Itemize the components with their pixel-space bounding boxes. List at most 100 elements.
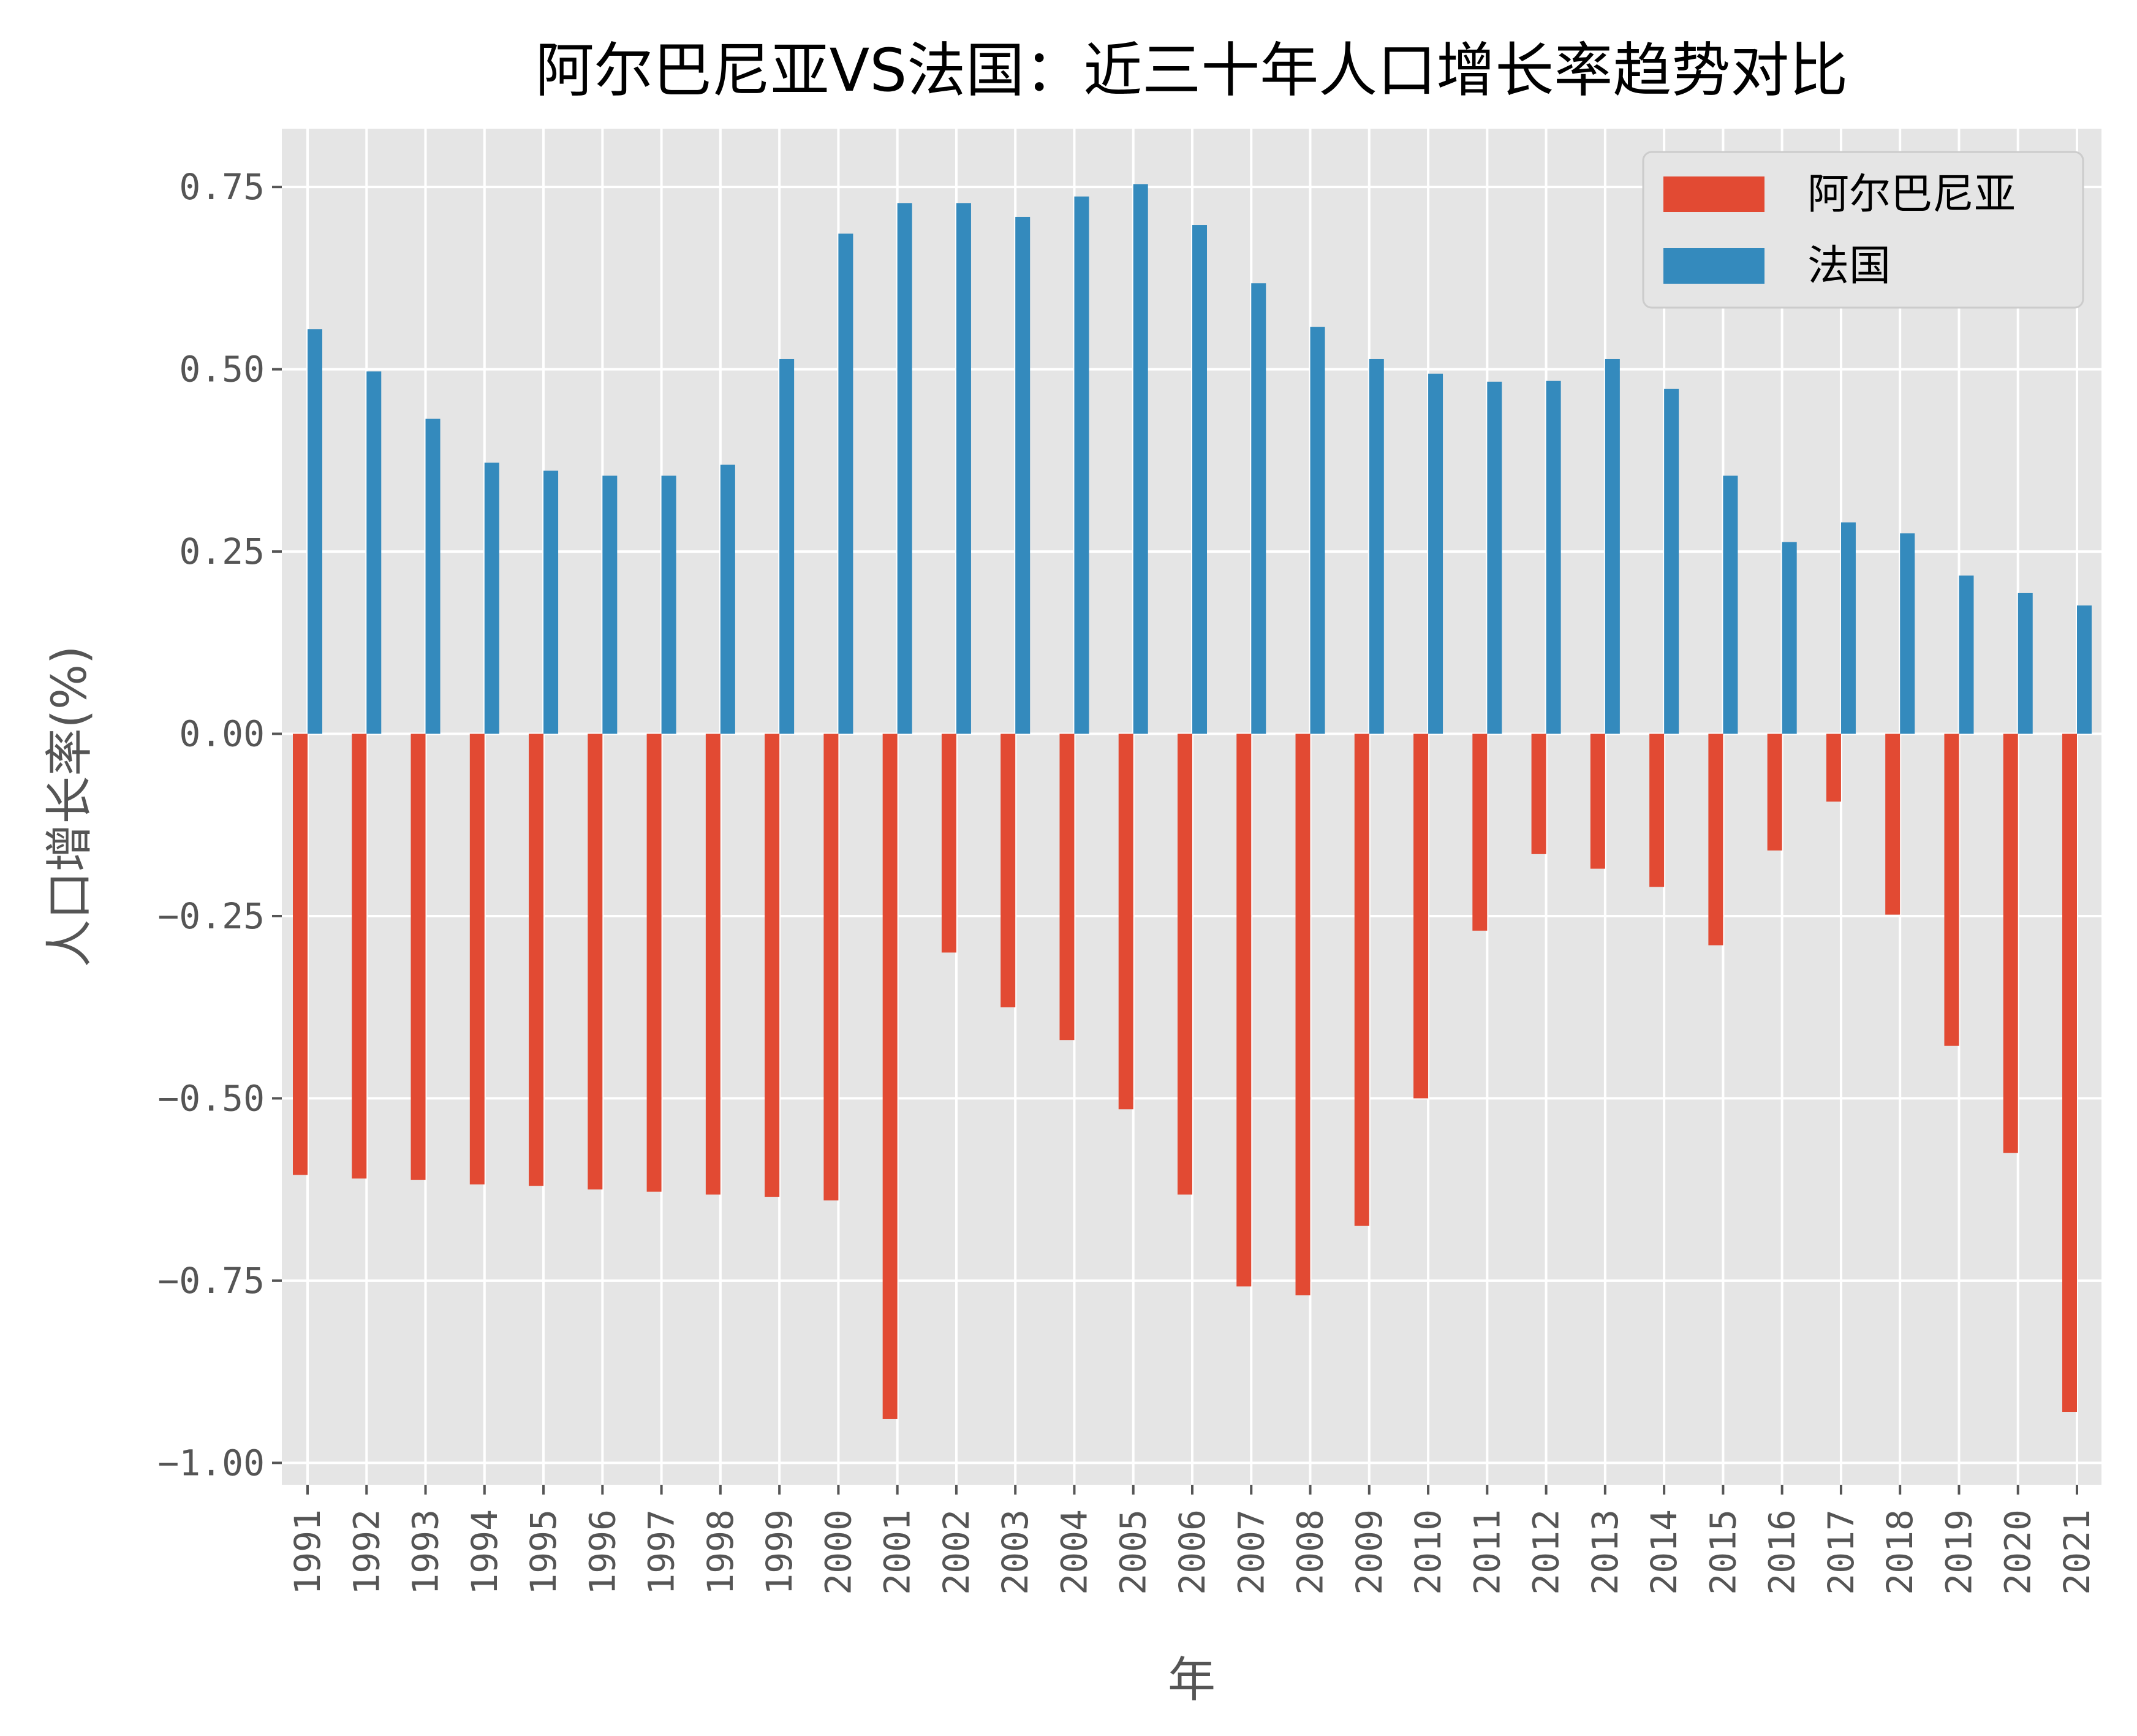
bar-france-1998 — [720, 464, 735, 734]
x-tick-label: 2019 — [1938, 1509, 1980, 1595]
legend-label-albania: 阿尔巴尼亚 — [1807, 170, 2016, 219]
bar-france-2007 — [1251, 283, 1266, 734]
bar-france-1997 — [661, 476, 676, 734]
bar-albania-2020 — [2003, 733, 2018, 1153]
bar-albania-2018 — [1885, 733, 1901, 915]
x-tick-label: 2007 — [1230, 1509, 1272, 1595]
bar-france-2020 — [2018, 593, 2033, 734]
bar-france-2017 — [1840, 522, 1856, 734]
x-tick-label: 2002 — [936, 1509, 977, 1595]
bar-albania-1995 — [529, 733, 544, 1186]
bar-albania-1993 — [410, 733, 426, 1180]
bar-france-2009 — [1369, 358, 1384, 734]
legend: 阿尔巴尼亚 法国 — [1642, 151, 2084, 309]
bar-france-2001 — [897, 203, 912, 734]
bars — [293, 184, 2092, 1419]
bar-france-2002 — [956, 203, 971, 734]
bar-france-2008 — [1310, 327, 1325, 734]
bar-albania-2008 — [1295, 733, 1311, 1295]
x-tick-label: 1998 — [700, 1509, 741, 1595]
bar-albania-2010 — [1413, 733, 1429, 1099]
bar-albania-2021 — [2062, 733, 2077, 1412]
x-tick-label: 2000 — [817, 1509, 859, 1595]
y-tick-label: 0.50 — [179, 349, 265, 390]
x-tick-label: 2011 — [1466, 1509, 1508, 1595]
x-tick-label: 2020 — [1997, 1509, 2039, 1595]
x-tick-label: 2004 — [1053, 1509, 1095, 1595]
bar-albania-2017 — [1826, 733, 1841, 802]
bar-albania-1991 — [293, 733, 308, 1175]
x-tick-label: 1999 — [758, 1509, 800, 1595]
y-tick-label: 0.00 — [179, 713, 265, 755]
bar-france-2010 — [1428, 373, 1443, 734]
bar-albania-2007 — [1236, 733, 1252, 1287]
x-tick-label: 2015 — [1702, 1509, 1744, 1595]
chart-title: 阿尔巴尼亚VS法国：近三十年人口增长率趋势对比 — [535, 36, 1848, 105]
y-axis-label: 人口增长率(%) — [42, 646, 97, 968]
bar-albania-2014 — [1649, 733, 1665, 887]
bar-albania-2001 — [882, 733, 898, 1419]
y-tick-label: 0.25 — [179, 531, 265, 572]
bar-albania-2003 — [1000, 733, 1016, 1007]
bar-france-1994 — [484, 462, 499, 734]
x-tick-label: 1992 — [346, 1509, 387, 1595]
x-tick-label: 1995 — [523, 1509, 564, 1595]
bar-france-2006 — [1192, 225, 1207, 734]
x-tick-label: 2006 — [1171, 1509, 1213, 1595]
bar-albania-2004 — [1059, 733, 1075, 1040]
x-tick-label: 2003 — [994, 1509, 1036, 1595]
bar-albania-1999 — [765, 733, 780, 1197]
y-tick-label: −0.50 — [157, 1077, 265, 1119]
bar-france-1996 — [602, 476, 618, 734]
x-tick-label: 2016 — [1761, 1509, 1803, 1595]
bar-albania-2012 — [1531, 733, 1546, 854]
y-tick-label: −0.75 — [157, 1260, 265, 1302]
bar-albania-2016 — [1767, 733, 1782, 851]
bar-albania-2011 — [1472, 733, 1488, 931]
x-tick-label: 2014 — [1643, 1509, 1685, 1595]
bar-france-2005 — [1133, 184, 1148, 734]
x-tick-label: 2012 — [1526, 1509, 1567, 1595]
bar-france-2004 — [1074, 196, 1089, 734]
x-tick-label: 1991 — [287, 1509, 328, 1595]
bar-albania-2015 — [1708, 733, 1723, 946]
bar-albania-2019 — [1944, 733, 1959, 1046]
x-tick-label: 1997 — [641, 1509, 683, 1595]
bar-albania-1992 — [352, 733, 367, 1179]
bar-france-2003 — [1015, 216, 1031, 734]
x-tick-label: 2005 — [1113, 1509, 1154, 1595]
bar-france-1992 — [366, 371, 382, 734]
x-tick-label: 1994 — [464, 1509, 505, 1595]
bar-france-2000 — [838, 233, 853, 734]
bar-france-1993 — [425, 419, 441, 734]
bar-albania-1998 — [705, 733, 721, 1195]
bar-albania-1996 — [588, 733, 603, 1190]
y-tick-label: −1.00 — [157, 1442, 265, 1484]
x-tick-label: 2017 — [1820, 1509, 1862, 1595]
x-axis-label: 年 — [1168, 1653, 1216, 1708]
x-tick-label: 2009 — [1348, 1509, 1390, 1595]
bar-france-2012 — [1546, 381, 1561, 734]
bar-france-1999 — [779, 358, 795, 734]
y-ticks: 0.75 0.50 0.25 0.00 −0.25 −0.50 −0.75 −1.00 — [157, 166, 282, 1484]
x-tick-label: 2013 — [1584, 1509, 1626, 1595]
x-tick-label: 2001 — [877, 1509, 918, 1595]
bar-albania-2006 — [1178, 733, 1192, 1195]
bar-albania-2005 — [1118, 733, 1133, 1110]
bar-albania-2002 — [941, 733, 956, 953]
bar-albania-1997 — [646, 733, 662, 1192]
legend-swatch-albania — [1663, 176, 1764, 212]
x-tick-label: 1993 — [405, 1509, 447, 1595]
bar-albania-2009 — [1354, 733, 1369, 1226]
bar-france-2021 — [2077, 605, 2092, 734]
bar-france-1995 — [543, 471, 559, 734]
x-tick-label: 2008 — [1290, 1509, 1331, 1595]
bar-albania-2013 — [1590, 733, 1605, 869]
bar-france-2014 — [1664, 389, 1679, 734]
bar-albania-1994 — [469, 733, 485, 1184]
bar-france-2013 — [1605, 358, 1620, 734]
x-tick-label: 1996 — [581, 1509, 623, 1595]
bar-france-2016 — [1782, 542, 1797, 734]
x-tick-label: 2010 — [1407, 1509, 1449, 1595]
